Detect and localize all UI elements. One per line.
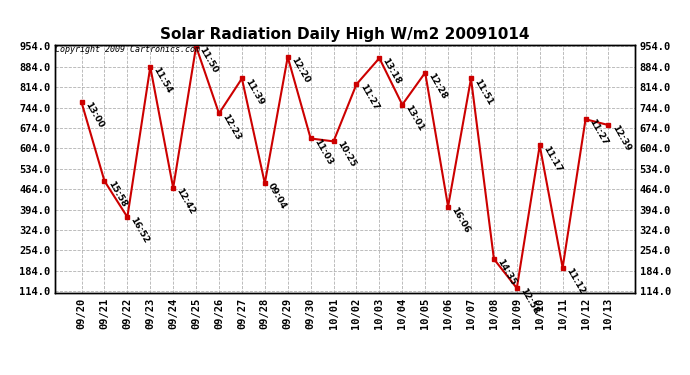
- Text: 12:28: 12:28: [426, 71, 449, 100]
- Text: 11:50: 11:50: [197, 45, 219, 74]
- Text: 13:18: 13:18: [381, 57, 403, 86]
- Text: 10:25: 10:25: [335, 140, 357, 169]
- Text: 11:51: 11:51: [473, 77, 495, 106]
- Text: 13:01: 13:01: [404, 103, 426, 132]
- Text: 13:00: 13:00: [83, 101, 105, 130]
- Text: 16:52: 16:52: [129, 216, 151, 245]
- Text: 11:12: 11:12: [564, 266, 586, 296]
- Text: 16:06: 16:06: [449, 205, 471, 234]
- Text: Copyright 2009 Cartronics.com: Copyright 2009 Cartronics.com: [55, 45, 200, 54]
- Text: 12:23: 12:23: [220, 112, 242, 141]
- Text: 12:39: 12:39: [610, 124, 632, 153]
- Text: 11:17: 11:17: [541, 144, 563, 174]
- Text: 11:27: 11:27: [587, 118, 609, 147]
- Text: 11:39: 11:39: [244, 77, 266, 106]
- Text: 11:54: 11:54: [152, 66, 174, 95]
- Text: 14:35: 14:35: [495, 258, 518, 287]
- Text: 12:58: 12:58: [518, 287, 540, 316]
- Title: Solar Radiation Daily High W/m2 20091014: Solar Radiation Daily High W/m2 20091014: [160, 27, 530, 42]
- Text: 15:58: 15:58: [106, 180, 128, 209]
- Text: 12:42: 12:42: [175, 187, 197, 216]
- Text: 11:27: 11:27: [358, 83, 380, 112]
- Text: 12:20: 12:20: [289, 56, 311, 85]
- Text: 11:03: 11:03: [312, 137, 334, 166]
- Text: 09:04: 09:04: [266, 182, 288, 211]
